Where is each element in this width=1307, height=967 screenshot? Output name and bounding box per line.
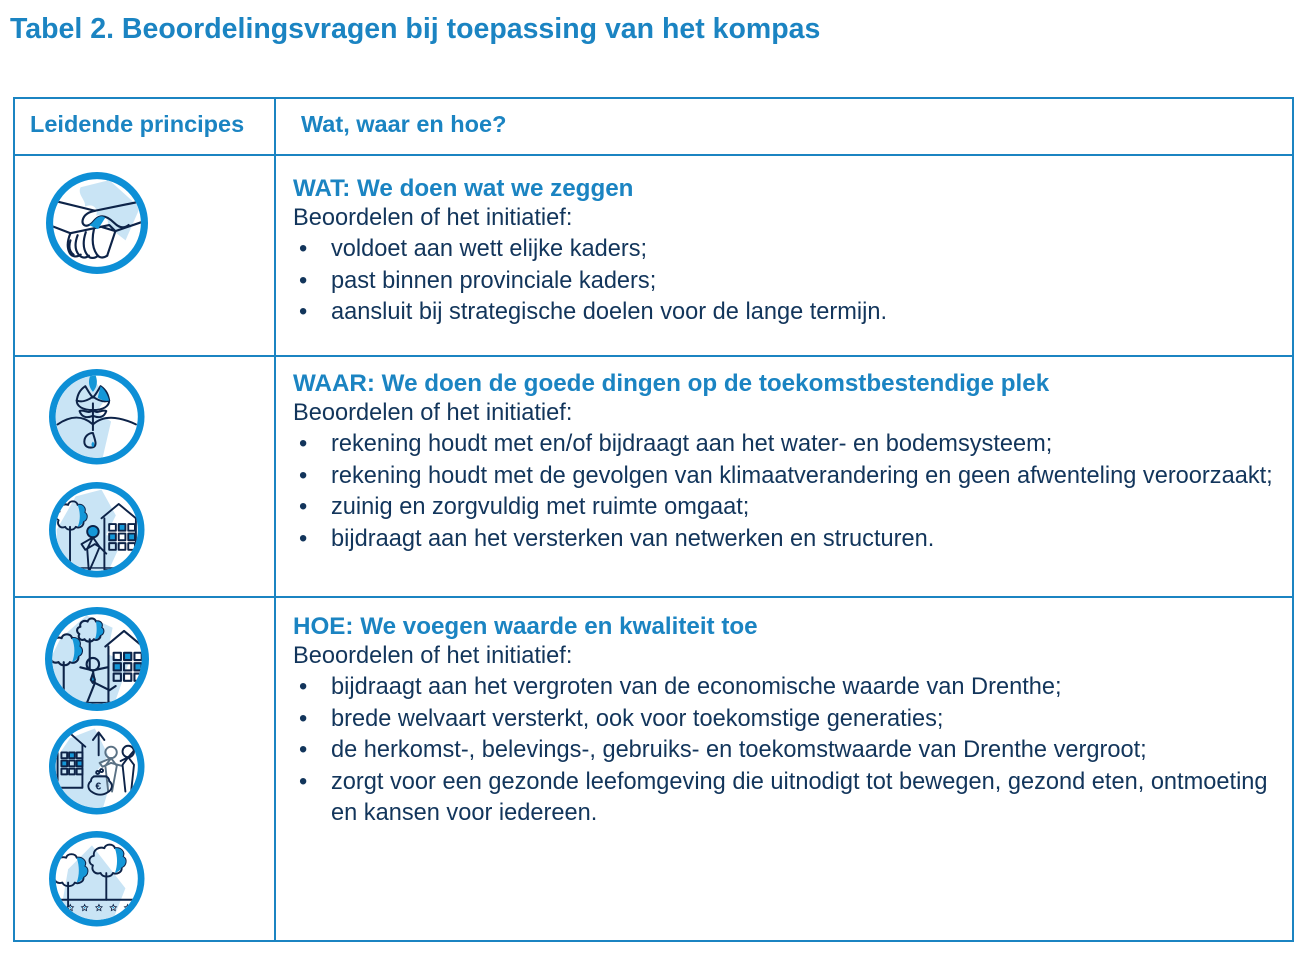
svg-text:€: € bbox=[95, 781, 101, 793]
